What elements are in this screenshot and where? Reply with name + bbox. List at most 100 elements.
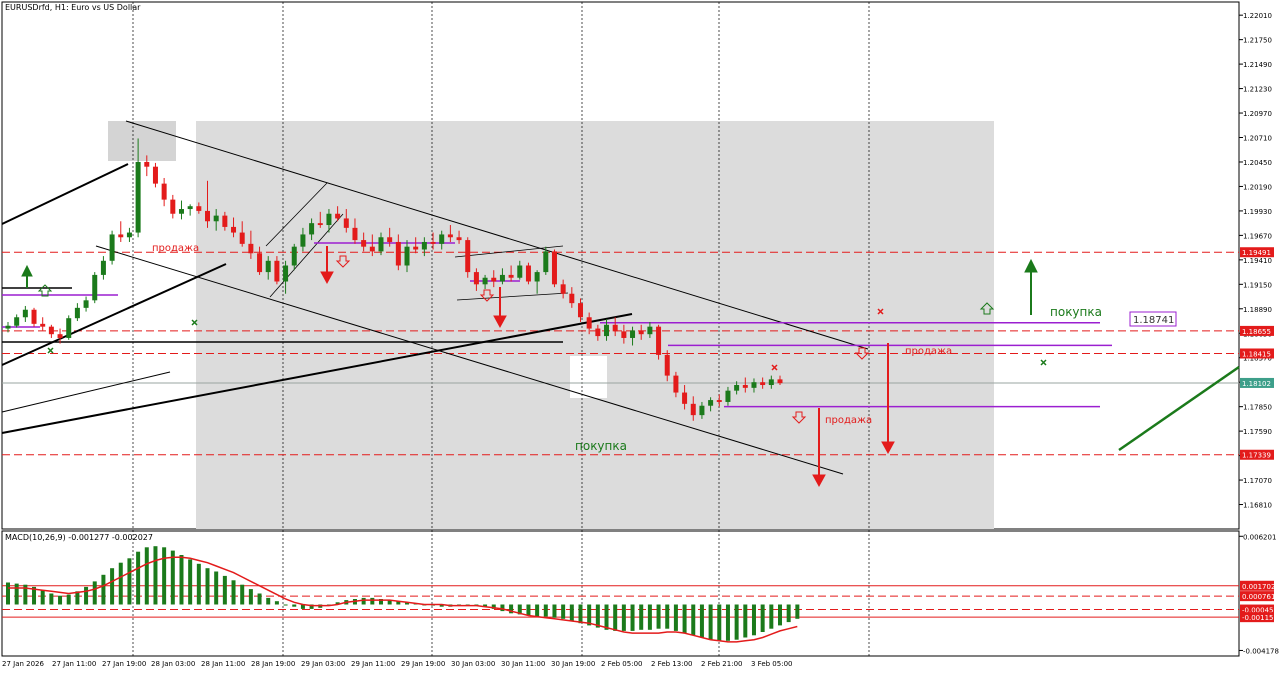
candle-body bbox=[508, 274, 514, 278]
flag-3 bbox=[454, 245, 564, 258]
candle-body bbox=[265, 260, 271, 273]
price-badge-label: 1.17339 bbox=[1242, 452, 1271, 460]
candle-body bbox=[387, 237, 393, 242]
macd-bar bbox=[656, 604, 661, 629]
macd-bar bbox=[569, 604, 574, 621]
candle-body bbox=[317, 223, 323, 226]
macd-bar bbox=[84, 586, 89, 605]
price-badge bbox=[1240, 591, 1274, 602]
macd-bar bbox=[136, 551, 141, 605]
macd-bar bbox=[378, 599, 383, 605]
candle-body bbox=[274, 260, 280, 282]
price-badge-label: 1.19491 bbox=[1242, 249, 1271, 257]
level-box[interactable] bbox=[1129, 311, 1177, 327]
macd-bar bbox=[214, 571, 219, 605]
macd-bar bbox=[535, 604, 540, 617]
candle-body bbox=[673, 375, 679, 393]
thin-line bbox=[1, 371, 171, 413]
candle-body bbox=[144, 161, 150, 167]
sell-outline-arrow-icon bbox=[479, 289, 495, 302]
candle-body bbox=[14, 317, 20, 326]
candle-body bbox=[239, 232, 245, 244]
y-tick-label: 1.19930 bbox=[1243, 208, 1272, 216]
macd-bar bbox=[647, 604, 652, 630]
symbol-title: EURUSDrfd, H1: Euro vs US Dollar bbox=[5, 3, 141, 12]
candles bbox=[5, 138, 783, 421]
sell-arrow-icon bbox=[881, 343, 895, 455]
sell-label: продажа bbox=[152, 243, 199, 254]
x-tick-label: 28 Jan 11:00 bbox=[201, 660, 245, 668]
candle-body bbox=[48, 326, 54, 335]
candle-body bbox=[647, 326, 653, 335]
price-badge-label: 1.18655 bbox=[1242, 328, 1271, 336]
macd-bar bbox=[760, 604, 765, 632]
session-separators bbox=[132, 2, 870, 656]
macd-bar bbox=[734, 604, 739, 640]
candle-body bbox=[92, 274, 98, 301]
macd-bar bbox=[613, 604, 618, 631]
buy-outline-arrow-icon bbox=[37, 284, 53, 297]
macd-bar bbox=[188, 559, 193, 605]
macd-bar bbox=[795, 604, 800, 619]
buy-label: покупка bbox=[1050, 305, 1102, 319]
y-tick-label: -0.004178 bbox=[1243, 647, 1279, 655]
candle-body bbox=[742, 385, 748, 388]
macd-bar bbox=[595, 604, 600, 628]
x-tick-label: 29 Jan 19:00 bbox=[401, 660, 445, 668]
trend-line-2 bbox=[1, 263, 227, 366]
candle-body bbox=[664, 354, 670, 376]
macd-bar bbox=[240, 584, 245, 605]
macd-bar bbox=[118, 562, 123, 605]
macd-bar bbox=[231, 580, 236, 605]
buy-outline-arrow-icon bbox=[979, 302, 995, 315]
flag-4 bbox=[456, 292, 569, 301]
y-tick-label: 1.19670 bbox=[1243, 232, 1272, 240]
macd-bar bbox=[725, 604, 730, 641]
candle-body bbox=[734, 385, 740, 391]
close-cross-icon bbox=[191, 319, 198, 326]
macd-bar bbox=[361, 597, 366, 605]
sell-label: продажа bbox=[825, 415, 872, 426]
macd-bar bbox=[127, 558, 132, 605]
candle-body bbox=[621, 331, 627, 338]
macd-bar bbox=[708, 604, 713, 640]
candle-body bbox=[83, 300, 89, 308]
candle-body bbox=[100, 260, 106, 275]
macd-bar bbox=[509, 604, 514, 614]
candle-body bbox=[473, 272, 479, 285]
candle-body bbox=[760, 382, 766, 386]
candle-body bbox=[439, 234, 445, 244]
y-tick-label: 1.17850 bbox=[1243, 404, 1272, 412]
candle-body bbox=[222, 215, 228, 227]
price-badge bbox=[1240, 580, 1274, 591]
macd-bar bbox=[58, 595, 63, 605]
price-badge-label: 0.001702 bbox=[1242, 583, 1275, 591]
macd-bar bbox=[92, 581, 97, 605]
y-tick-label: 1.21230 bbox=[1243, 86, 1272, 94]
macd-levels bbox=[2, 585, 1239, 618]
candle-body bbox=[378, 237, 384, 252]
candle-body bbox=[118, 234, 124, 238]
macd-bar bbox=[578, 604, 583, 624]
candle-body bbox=[369, 246, 375, 252]
analysis-zone-gap bbox=[570, 356, 607, 398]
candle-body bbox=[638, 330, 644, 335]
candle-body bbox=[361, 240, 367, 247]
candle-body bbox=[283, 265, 289, 282]
macd-bar bbox=[335, 602, 340, 605]
macd-bar bbox=[691, 604, 696, 636]
x-tick-label: 29 Jan 11:00 bbox=[351, 660, 395, 668]
candle-body bbox=[586, 317, 592, 329]
macd-bar bbox=[248, 589, 253, 605]
buy-arrow-icon bbox=[21, 264, 33, 288]
x-tick-label: 2 Feb 13:00 bbox=[651, 660, 692, 668]
macd-bar bbox=[769, 604, 774, 629]
price-badge bbox=[1240, 247, 1274, 258]
candle-body bbox=[291, 246, 297, 266]
red-dashed-levels bbox=[2, 251, 1239, 456]
macd-bar bbox=[144, 547, 149, 605]
x-tick-label: 27 Jan 19:00 bbox=[102, 660, 146, 668]
candle-body bbox=[421, 241, 427, 250]
flag-1 bbox=[265, 182, 328, 247]
macd-bar bbox=[604, 604, 609, 630]
